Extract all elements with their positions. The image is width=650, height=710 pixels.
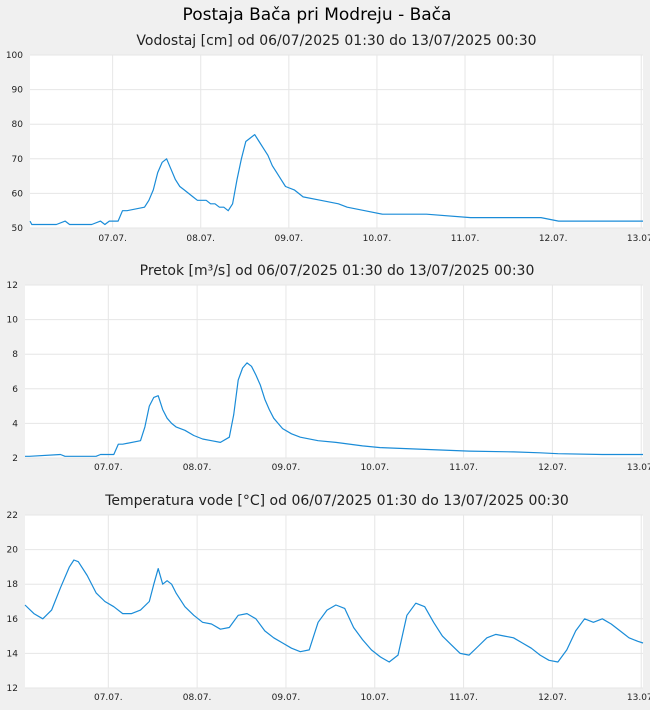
water-level-x-tick-label: 10.07. — [363, 234, 392, 244]
discharge-y-tick-label: 4 — [12, 419, 18, 429]
water-temperature-x-tick-label: 11.07. — [449, 693, 478, 703]
water-temperature-chart-title: Temperatura vode [°C] od 06/07/2025 01:3… — [104, 493, 569, 509]
discharge-x-tick-label: 09.07. — [272, 463, 301, 473]
discharge-y-tick-label: 8 — [12, 350, 18, 360]
water-level-y-tick-label: 70 — [12, 155, 24, 165]
discharge-y-tick-label: 2 — [12, 454, 18, 464]
discharge-y-tick-label: 10 — [7, 316, 19, 326]
water-level-chart-title: Vodostaj [cm] od 06/07/2025 01:30 do 13/… — [136, 33, 536, 49]
water-level-x-tick-label: 08.07. — [186, 234, 215, 244]
water-temperature-series-line — [24, 559, 644, 663]
water-level-y-tick-label: 80 — [12, 120, 24, 130]
discharge-x-tick-label: 13.07. — [627, 463, 650, 473]
discharge-x-tick-label: 11.07. — [449, 463, 478, 473]
discharge-chart: Pretok [m³/s] od 06/07/2025 01:30 do 13/… — [7, 263, 650, 473]
discharge-x-tick-label: 07.07. — [94, 463, 123, 473]
water-temperature-y-tick-label: 18 — [7, 580, 19, 590]
water-level-plot-area — [30, 55, 643, 228]
water-level-x-tick-label: 13.07. — [627, 234, 650, 244]
water-temperature-x-tick-label: 10.07. — [360, 693, 389, 703]
discharge-x-tick-label: 10.07. — [360, 463, 389, 473]
water-level-x-tick-label: 11.07. — [451, 234, 480, 244]
water-temperature-y-tick-label: 20 — [7, 546, 19, 556]
water-temperature-x-tick-label: 07.07. — [94, 693, 123, 703]
discharge-y-tick-label: 12 — [7, 281, 18, 291]
water-level-y-tick-label: 90 — [12, 86, 24, 96]
water-temperature-plot-area — [25, 515, 643, 688]
discharge-series-line — [25, 362, 643, 457]
water-temperature-chart: Temperatura vode [°C] od 06/07/2025 01:3… — [7, 493, 650, 703]
water-temperature-x-tick-label: 12.07. — [538, 693, 567, 703]
water-level-chart: Vodostaj [cm] od 06/07/2025 01:30 do 13/… — [6, 33, 650, 244]
water-temperature-x-tick-label: 08.07. — [183, 693, 212, 703]
water-temperature-y-tick-label: 12 — [7, 684, 18, 694]
water-temperature-x-tick-label: 09.07. — [272, 693, 301, 703]
water-temperature-y-tick-label: 14 — [7, 649, 19, 659]
water-level-y-tick-label: 50 — [12, 224, 24, 234]
water-level-y-tick-label: 100 — [6, 51, 23, 61]
water-level-series-line — [29, 134, 643, 226]
discharge-x-tick-label: 12.07. — [538, 463, 567, 473]
water-level-x-tick-label: 07.07. — [98, 234, 127, 244]
water-temperature-x-tick-label: 13.07. — [627, 693, 650, 703]
discharge-plot-area — [25, 285, 643, 458]
page-title: Postaja Bača pri Modreju - Bača — [183, 5, 452, 25]
discharge-x-tick-label: 08.07. — [183, 463, 212, 473]
water-level-x-tick-label: 12.07. — [539, 234, 568, 244]
water-level-y-tick-label: 60 — [12, 189, 24, 199]
discharge-y-tick-label: 6 — [12, 385, 18, 395]
water-temperature-y-tick-label: 22 — [7, 511, 18, 521]
charts-container: Vodostaj [cm] od 06/07/2025 01:30 do 13/… — [6, 33, 650, 703]
water-level-x-tick-label: 09.07. — [275, 234, 304, 244]
water-temperature-y-tick-label: 16 — [7, 615, 19, 625]
discharge-chart-title: Pretok [m³/s] od 06/07/2025 01:30 do 13/… — [140, 263, 535, 279]
